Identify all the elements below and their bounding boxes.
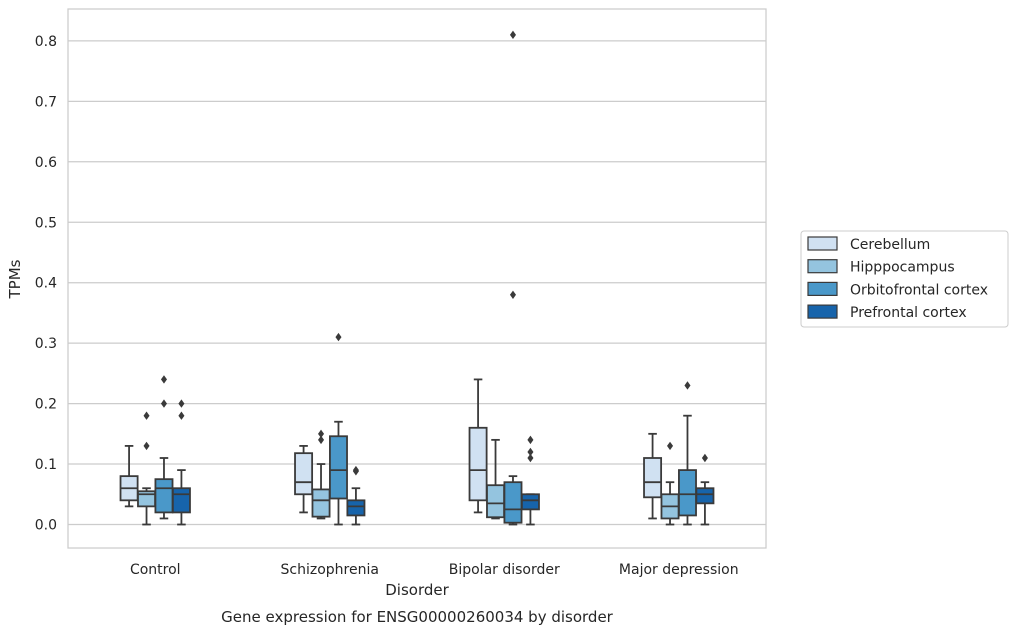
outlier-point	[527, 453, 534, 463]
outlier-point	[509, 30, 516, 40]
y-tick-labels: 0.0 0.1 0.2 0.3 0.4 0.5 0.6 0.7 0.8	[35, 34, 57, 534]
y-axis-title: TPMs	[6, 259, 24, 299]
y-tick-label: 0.8	[35, 34, 57, 50]
outlier-point	[684, 381, 691, 390]
y-tick-label: 0.0	[35, 518, 57, 534]
y-tick-label: 0.3	[35, 336, 57, 352]
box-plot-item	[486, 438, 505, 520]
grid-lines	[68, 40, 766, 526]
box-plot-item	[503, 30, 523, 526]
legend: Cerebellum Hipppocampus Orbitofrontal cort…	[800, 230, 1009, 328]
box	[346, 499, 366, 517]
box	[486, 484, 505, 519]
box-plot-item	[346, 465, 366, 526]
box	[468, 426, 488, 502]
y-tick-label: 0.2	[35, 397, 57, 413]
box-plot-item	[119, 445, 139, 508]
box	[154, 478, 174, 514]
box-plot-item	[329, 332, 348, 526]
outlier-point	[527, 435, 534, 445]
box	[311, 488, 331, 518]
legend-swatch	[807, 281, 838, 296]
box	[643, 457, 663, 499]
x-axis-title: Disorder	[385, 581, 449, 599]
box-plot-item	[678, 381, 697, 526]
outlier-point	[318, 435, 325, 445]
box-plot-item	[520, 435, 540, 526]
legend-swatch	[807, 236, 838, 251]
y-tick-label: 0.1	[35, 457, 57, 473]
chart-title: Gene expression for ENSG00000260034 by d…	[221, 608, 614, 626]
x-tick-labels: Control Schizophrenia Bipolar disorder Majo…	[130, 562, 739, 578]
outlier-point	[143, 411, 150, 420]
plot-area-frame	[67, 8, 767, 549]
outlier-point	[160, 399, 167, 408]
outlier-point	[178, 411, 185, 420]
legend-frame	[800, 230, 1009, 328]
box-plot-item	[695, 453, 715, 526]
box-plot-item	[154, 375, 174, 520]
outlier-point	[527, 447, 534, 457]
legend-swatch	[807, 259, 838, 274]
outlier-point	[318, 429, 325, 439]
box-plot-item	[294, 445, 314, 514]
box	[503, 481, 523, 524]
box	[678, 469, 697, 517]
box	[294, 452, 314, 496]
legend-label: Hipppocampus	[850, 260, 955, 276]
legend-label: Cerebellum	[850, 237, 930, 253]
x-tick-label: Bipolar disorder	[449, 562, 560, 578]
outlier-point	[352, 465, 359, 475]
x-tick-label: Schizophrenia	[281, 562, 379, 578]
box-plot-item	[137, 411, 156, 526]
box	[329, 435, 348, 500]
y-tick-label: 0.5	[35, 215, 57, 231]
box-plot-item	[468, 378, 488, 514]
outlier-point	[335, 332, 342, 342]
box-plot-item	[171, 399, 191, 526]
legend-label: Prefrontal cortex	[850, 305, 967, 321]
box	[520, 493, 540, 511]
y-tick-label: 0.7	[35, 94, 57, 110]
legend-label: Orbitofrontal cortex	[850, 282, 988, 298]
legend-swatch	[807, 304, 838, 319]
box-plot-item	[660, 441, 680, 526]
boxes	[119, 30, 715, 526]
box-plot-item	[311, 429, 331, 520]
x-tick-label: Major depression	[619, 562, 739, 578]
x-tick-label: Control	[130, 562, 181, 578]
outlier-point	[160, 375, 167, 384]
outlier-point	[143, 441, 150, 451]
outlier-point	[701, 453, 708, 463]
box	[171, 487, 191, 514]
outlier-point	[667, 441, 674, 451]
box-plot-item	[643, 432, 663, 520]
y-tick-label: 0.4	[35, 276, 57, 292]
box	[695, 487, 715, 505]
outlier-point	[509, 290, 516, 299]
y-tick-label: 0.6	[35, 155, 57, 171]
outlier-point	[178, 399, 185, 408]
